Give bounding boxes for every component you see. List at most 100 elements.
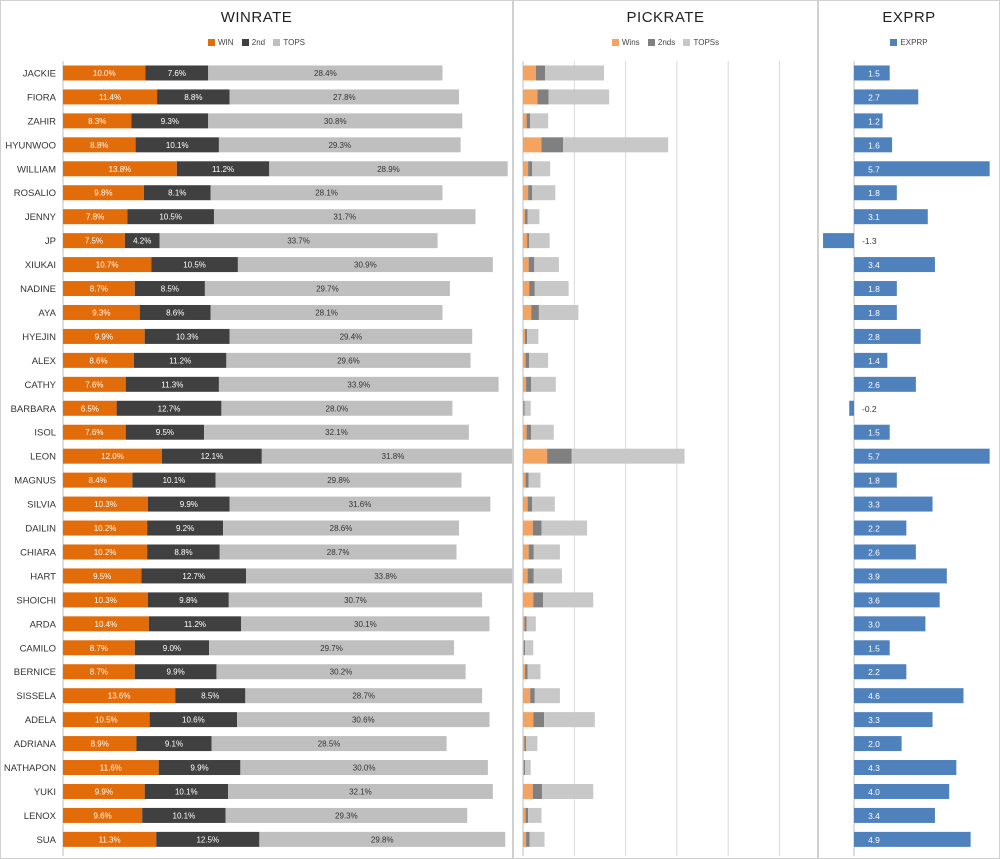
legend-swatch	[273, 39, 281, 46]
bar-segment-2nds	[533, 592, 544, 608]
bar-segment-win	[63, 209, 128, 225]
bar-segment-win	[63, 304, 140, 320]
data-label: 1.5	[868, 643, 880, 653]
exprp-bar	[854, 137, 893, 153]
winrate-title: WINRATE	[220, 9, 293, 26]
legend-label: Wins	[621, 38, 640, 47]
data-label: 7.6%	[168, 69, 186, 78]
data-label: 1.8	[868, 476, 880, 486]
bar-segment-wins	[523, 807, 526, 823]
data-label: 9.5%	[156, 428, 174, 437]
bar-segment-topss	[526, 736, 538, 752]
data-label: 7.6%	[85, 428, 103, 437]
data-label: 29.7%	[320, 644, 343, 653]
bar-segment-2nds	[525, 328, 528, 344]
category-label: ISOL	[34, 428, 56, 439]
bar-segment-win	[63, 688, 176, 704]
bar-segment-2nds	[526, 831, 530, 847]
data-label: 4.0	[868, 787, 880, 797]
exprp-bar	[854, 783, 950, 799]
data-label: 11.3%	[161, 380, 183, 389]
bar-segment-wins	[523, 783, 533, 799]
bar-segment-tops	[223, 520, 459, 536]
data-label: 2.8	[868, 332, 880, 342]
bar-segment-win	[63, 448, 162, 464]
data-label: 10.1%	[175, 787, 198, 796]
bar-segment-tops	[218, 137, 461, 153]
exprp-bar	[854, 328, 921, 344]
bar-segment-2nd	[158, 760, 241, 776]
exprp-bar	[854, 424, 890, 440]
data-label: 1.6	[868, 140, 880, 150]
data-label: 28.9%	[377, 165, 400, 174]
bar-segment-tops	[219, 544, 457, 560]
bar-segment-tops	[229, 496, 491, 512]
bar-segment-topss	[531, 376, 556, 392]
category-label: HART	[30, 571, 56, 582]
bar-segment-wins	[523, 592, 534, 608]
data-label: 1.4	[868, 356, 880, 366]
data-label: 10.3%	[94, 500, 117, 509]
data-label: 10.0%	[93, 69, 116, 78]
bar-segment-2nd	[144, 783, 228, 799]
bar-segment-topss	[532, 185, 556, 201]
bar-segment-2nds	[527, 496, 533, 512]
data-label: 2.0	[868, 739, 880, 749]
bar-segment-2nds	[528, 185, 533, 201]
data-label: 2.6	[868, 380, 880, 390]
category-label: LEON	[30, 452, 56, 463]
data-label: 29.8%	[327, 476, 350, 485]
bar-segment-win	[63, 616, 149, 632]
data-label: 12.0%	[101, 452, 124, 461]
legend-item-2nds: 2nds	[647, 38, 675, 47]
legend-item-win: WIN	[207, 38, 234, 47]
exprp-bar	[823, 233, 854, 249]
category-label: DAILIN	[25, 524, 56, 535]
bar-segment-wins	[523, 640, 525, 656]
bar-segment-2nds	[532, 520, 542, 536]
data-label: 28.5%	[318, 740, 341, 749]
bar-segment-topss	[571, 448, 685, 464]
legend-label: 2nd	[251, 38, 266, 47]
bar-segment-wins	[523, 233, 528, 249]
bar-segment-tops	[245, 688, 483, 704]
bar-segment-tops	[211, 736, 447, 752]
data-label: 29.3%	[328, 141, 351, 150]
bar-segment-topss	[529, 831, 545, 847]
data-label: 3.3	[868, 500, 880, 510]
bar-segment-win	[63, 592, 148, 608]
data-label: -0.2	[862, 404, 877, 414]
data-label: 1.8	[868, 308, 880, 318]
bar-segment-2nd	[133, 352, 227, 368]
data-label: 10.1%	[166, 141, 189, 150]
data-label: 1.5	[868, 68, 880, 78]
bar-segment-2nd	[139, 304, 211, 320]
data-label: 29.4%	[340, 332, 363, 341]
bar-segment-topss	[529, 352, 549, 368]
bar-segment-2nds	[541, 137, 564, 153]
data-label: 8.7%	[90, 644, 108, 653]
data-label: 3.3	[868, 715, 880, 725]
exprp-bar	[854, 352, 888, 368]
exprp-bar	[854, 376, 916, 392]
bar-segment-tops	[204, 281, 450, 297]
bar-segment-2nd	[147, 520, 224, 536]
bar-segment-win	[63, 568, 142, 584]
data-label: 31.6%	[349, 500, 372, 509]
bar-segment-2nd	[148, 616, 242, 632]
data-label: 9.8%	[179, 596, 197, 605]
bar-segment-2nd	[134, 664, 217, 680]
exprp-bar	[854, 736, 902, 752]
bar-segment-topss	[541, 783, 594, 799]
bar-segment-topss	[525, 760, 531, 776]
bar-segment-topss	[528, 807, 542, 823]
bar-segment-win	[63, 424, 126, 440]
bar-segment-wins	[523, 520, 533, 536]
category-label: BARBARA	[11, 404, 57, 415]
bar-segment-2nd	[151, 257, 238, 273]
exprp-bar	[854, 760, 957, 776]
bar-segment-topss	[532, 496, 555, 512]
bar-segment-2nd	[136, 736, 212, 752]
exprp-bar	[854, 568, 947, 584]
bar-segment-2nds	[524, 736, 527, 752]
